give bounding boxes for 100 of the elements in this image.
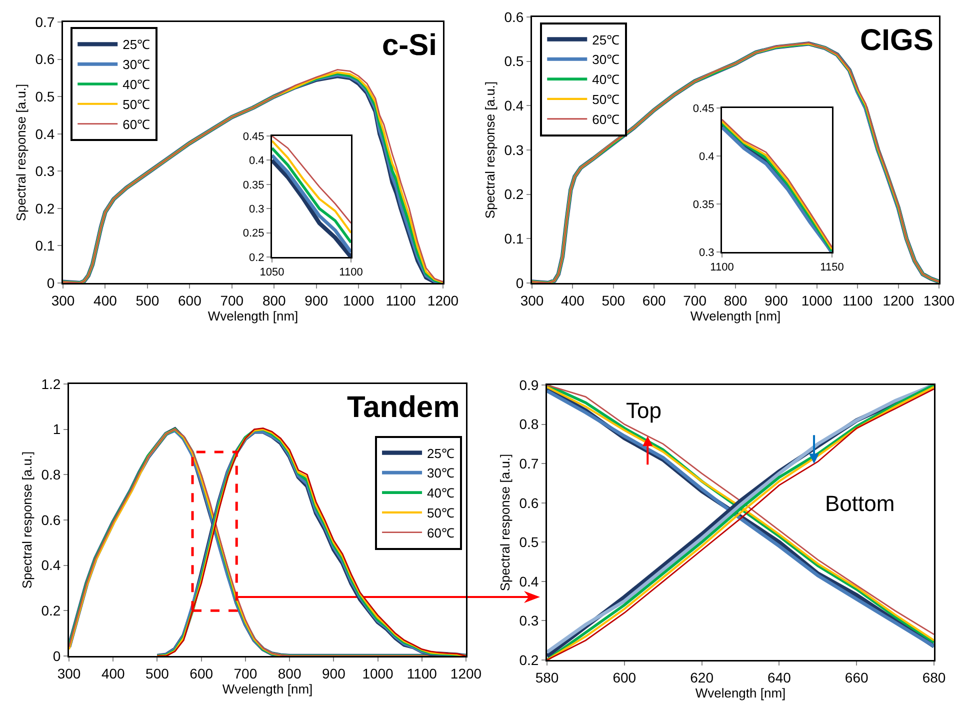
x-tick-label: 700 <box>220 292 244 308</box>
x-tick-label: 1000 <box>801 292 833 308</box>
x-tick-label: 600 <box>178 292 202 308</box>
y-tick-label: 0.1 <box>35 238 55 254</box>
x-tick-label: 1100 <box>339 266 363 279</box>
legend-label: 40℃ <box>427 486 454 501</box>
y-tick-label: 0.35 <box>242 179 264 192</box>
legend-label: 25℃ <box>427 446 454 461</box>
x-tick-label: 900 <box>322 665 346 682</box>
x-tick-label: 800 <box>278 665 302 682</box>
legend-label: 60℃ <box>122 116 150 132</box>
x-tick-label: 1150 <box>820 262 844 274</box>
x-tick-label: 600 <box>642 292 666 308</box>
x-tick-label: 1050 <box>260 266 284 279</box>
x-tick-label: 1000 <box>362 665 394 682</box>
y-tick-label: 0.3 <box>504 142 524 158</box>
x-tick-label: 1200 <box>427 292 459 308</box>
legend-label: 60℃ <box>592 112 620 127</box>
y-tick-label: 0.4 <box>504 98 524 114</box>
x-tick-label: 500 <box>602 292 626 308</box>
y-tick-label: 0.5 <box>519 534 539 550</box>
x-axis-title: Wvelength [nm] <box>222 682 313 697</box>
x-tick-label: 1100 <box>386 292 416 308</box>
legend-label: 25℃ <box>592 32 620 48</box>
y-tick-label: 0 <box>46 274 55 291</box>
x-tick-label: 700 <box>234 665 258 682</box>
y-tick-label: 0.4 <box>699 150 714 163</box>
y-axis-title: Spectral response [a.u.] <box>13 84 28 222</box>
y-axis-title: Spectral response [a.u.] <box>482 81 498 219</box>
annotation: Bottom <box>825 491 895 516</box>
y-tick-label: 0.2 <box>249 252 264 264</box>
x-tick-label: 1100 <box>842 292 873 308</box>
x-tick-label: 1300 <box>923 292 955 308</box>
x-axis-title: Wvelength [nm] <box>690 308 781 324</box>
y-tick-label: 0.3 <box>699 246 714 259</box>
y-tick-label: 0.6 <box>504 8 524 25</box>
x-tick-label: 800 <box>724 292 748 308</box>
annotation: Top <box>626 398 662 423</box>
x-tick-label: 620 <box>690 669 714 686</box>
x-tick-label: 400 <box>101 665 126 682</box>
y-tick-label: 0.8 <box>41 466 61 483</box>
y-tick-label: 0.45 <box>692 102 714 115</box>
legend-label: 50℃ <box>122 96 150 112</box>
x-tick-label: 700 <box>683 292 707 308</box>
x-tick-label: 1000 <box>342 292 374 308</box>
y-tick-label: 0.3 <box>519 612 539 629</box>
x-tick-label: 400 <box>94 292 118 308</box>
y-tick-label: 0.4 <box>249 155 264 168</box>
x-tick-label: 300 <box>57 665 81 682</box>
x-tick-label: 1100 <box>406 665 438 682</box>
y-tick-label: 0.9 <box>519 376 539 393</box>
x-tick-label: 400 <box>561 292 585 308</box>
y-axis-title: Spectral response [a.u.] <box>497 454 512 592</box>
y-tick-label: 0.3 <box>35 163 55 180</box>
y-tick-label: 0.2 <box>504 186 524 202</box>
y-tick-label: 0.4 <box>35 126 55 142</box>
y-tick-label: 0.6 <box>41 512 61 528</box>
y-tick-label: 0.5 <box>35 88 55 104</box>
y-tick-label: 0.3 <box>249 203 264 216</box>
y-tick-label: 0.2 <box>41 602 61 619</box>
x-tick-label: 580 <box>535 669 559 686</box>
legend-label: 50℃ <box>427 506 454 521</box>
y-axis-title: Spectral response [a.u.] <box>19 451 34 589</box>
y-tick-label: 0.25 <box>242 228 264 240</box>
x-tick-label: 680 <box>922 669 946 686</box>
y-tick-label: 0 <box>52 648 61 664</box>
legend-label: 60℃ <box>427 525 454 540</box>
x-tick-label: 1200 <box>450 665 482 682</box>
y-tick-label: 0.4 <box>41 557 61 574</box>
legend-label: 30℃ <box>427 466 454 481</box>
x-axis-title: Wvelength [nm] <box>208 308 298 324</box>
x-axis-title: Wvelength [nm] <box>695 686 786 701</box>
x-tick-label: 600 <box>190 665 214 682</box>
legend-label: 50℃ <box>592 92 620 108</box>
y-tick-label: 1.2 <box>41 376 61 392</box>
y-tick-label: 0.6 <box>35 51 55 68</box>
x-tick-label: 660 <box>844 669 868 686</box>
x-tick-label: 1100 <box>710 262 734 274</box>
x-tick-label: 600 <box>612 669 636 686</box>
y-tick-label: 0.7 <box>35 14 55 30</box>
y-tick-label: 0.45 <box>242 130 264 143</box>
x-tick-label: 900 <box>304 292 328 308</box>
x-tick-label: 640 <box>768 669 792 686</box>
y-tick-label: 0 <box>516 274 524 291</box>
x-tick-label: 500 <box>136 292 160 308</box>
x-tick-label: 300 <box>51 292 75 308</box>
legend-label: 40℃ <box>592 72 620 88</box>
y-tick-label: 0.4 <box>519 573 539 590</box>
legend-label: 40℃ <box>122 77 150 92</box>
y-tick-label: 0.6 <box>519 494 539 511</box>
x-tick-label: 800 <box>262 292 286 308</box>
y-tick-label: 0.7 <box>519 455 539 472</box>
y-tick-label: 0.1 <box>504 230 524 247</box>
chart-title: Tandem <box>347 391 460 424</box>
x-tick-label: 900 <box>764 292 788 308</box>
legend-label: 30℃ <box>592 52 620 68</box>
y-tick-label: 0.8 <box>519 416 539 432</box>
x-tick-label: 500 <box>146 665 170 682</box>
chart-title: c-Si <box>382 29 438 62</box>
x-tick-label: 300 <box>520 292 544 308</box>
